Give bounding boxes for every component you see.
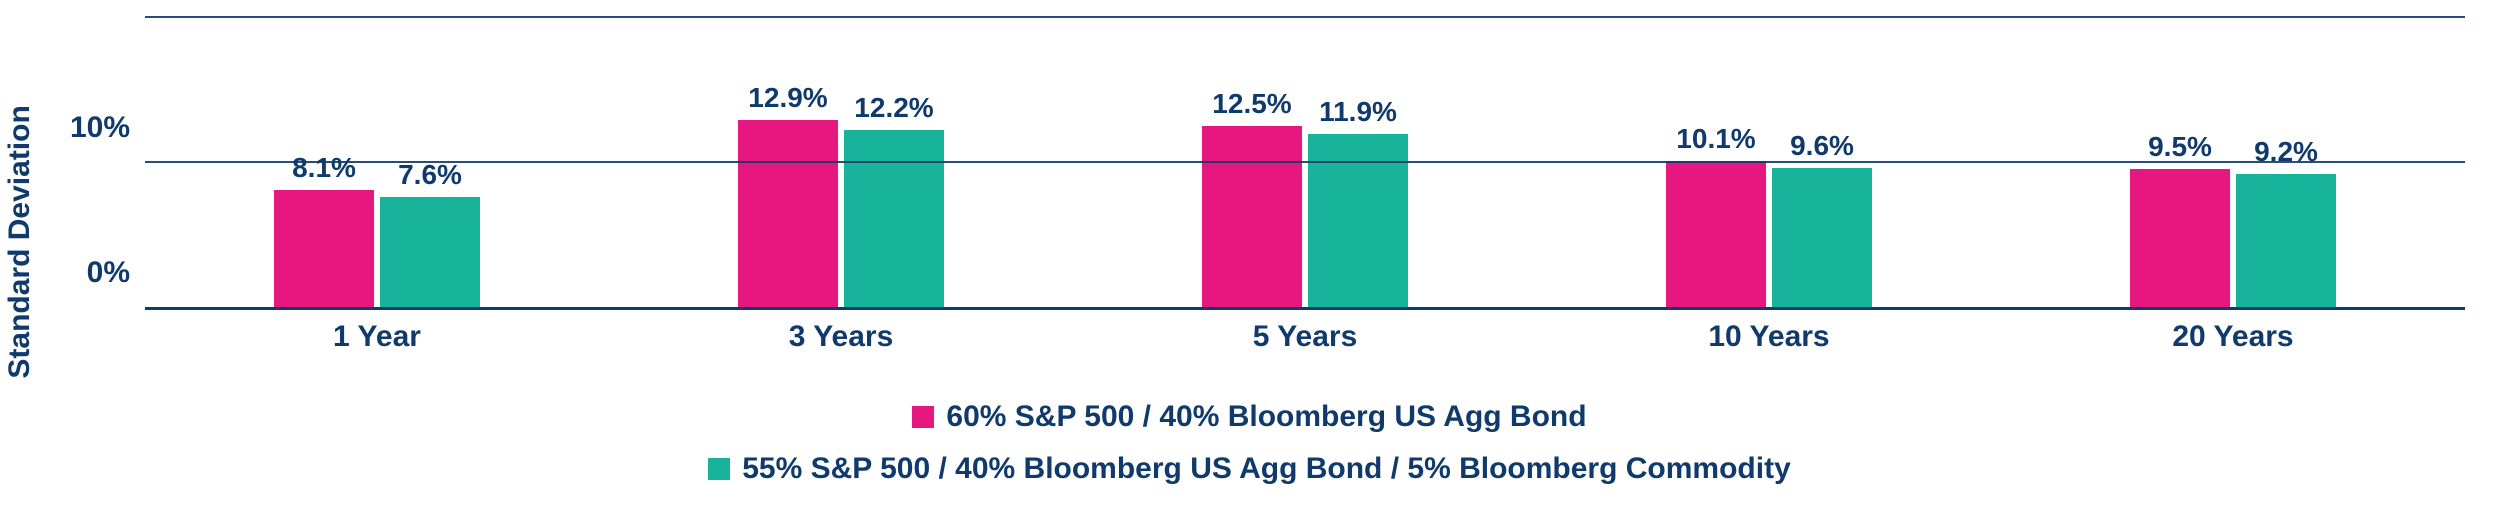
legend-swatch	[912, 406, 934, 428]
y-tick-label: 0%	[87, 256, 130, 290]
bar: 12.5%	[1202, 126, 1302, 307]
bar: 12.2%	[844, 130, 944, 307]
bar-value-label: 8.1%	[292, 152, 356, 184]
bar: 9.6%	[1772, 168, 1872, 307]
x-tick-label: 5 Years	[1073, 320, 1537, 354]
bar-group: 12.5% 11.9%	[1073, 20, 1537, 307]
gridline	[145, 161, 2465, 163]
bar-groups: 8.1%7.6%12.9%12.2%12.5%11.9%10.1%9.6%9.5…	[145, 20, 2465, 307]
bar-pair: 8.1%7.6%	[274, 190, 480, 307]
legend: 60% S&P 500 / 40% Bloomberg US Agg Bond 5…	[0, 400, 2499, 486]
bar: 9.2%	[2236, 174, 2336, 307]
bar-value-label: 12.9%	[748, 82, 827, 114]
bar-pair: 10.1%9.6%	[1666, 161, 1872, 307]
bar-group: 10.1%9.6%	[1537, 20, 2001, 307]
bar-value-label: 9.6%	[1790, 130, 1854, 162]
legend-swatch	[708, 458, 730, 480]
standard-deviation-chart: Standard Deviation 8.1%7.6%12.9%12.2%12.…	[0, 0, 2499, 528]
bar: 9.5%	[2130, 169, 2230, 307]
bar: 12.9%	[738, 120, 838, 307]
bar-pair: 12.9%12.2%	[738, 120, 944, 307]
bar-value-label: 9.5%	[2148, 131, 2212, 163]
bar-group: 12.9%12.2%	[609, 20, 1073, 307]
bar-value-label: 12.2%	[854, 92, 933, 124]
x-tick-label: 3 Years	[609, 320, 1073, 354]
legend-label: 60% S&P 500 / 40% Bloomberg US Agg Bond	[946, 400, 1586, 434]
legend-label: 55% S&P 500 / 40% Bloomberg US Agg Bond …	[742, 452, 1791, 486]
bar-value-label: 12.5%	[1212, 88, 1291, 120]
y-axis-title: Standard Deviation	[3, 105, 37, 378]
bar: 10.1%	[1666, 161, 1766, 307]
bar-group: 8.1%7.6%	[145, 20, 609, 307]
y-tick-label: 10%	[70, 111, 130, 145]
bar-value-label: 10.1%	[1676, 123, 1755, 155]
x-tick-label: 1 Year	[145, 320, 609, 354]
plot-area: 8.1%7.6%12.9%12.2%12.5%11.9%10.1%9.6%9.5…	[145, 20, 2465, 310]
x-tick-label: 10 Years	[1537, 320, 2001, 354]
bar-value-label: 7.6%	[398, 159, 462, 191]
bar: 7.6%	[380, 197, 480, 307]
bar-pair: 9.5%9.2%	[2130, 169, 2336, 307]
legend-item: 60% S&P 500 / 40% Bloomberg US Agg Bond	[912, 400, 1586, 434]
x-tick-label: 20 Years	[2001, 320, 2465, 354]
bar-pair: 12.5%11.9%	[1202, 126, 1408, 307]
legend-item: 55% S&P 500 / 40% Bloomberg US Agg Bond …	[708, 452, 1791, 486]
bar-value-label: 11.9%	[1319, 96, 1397, 128]
x-axis-labels: 1 Year3 Years5 Years10 Years20 Years	[145, 320, 2465, 354]
bar-group: 9.5%9.2%	[2001, 20, 2465, 307]
gridline	[145, 16, 2465, 18]
bar: 8.1%	[274, 190, 374, 307]
